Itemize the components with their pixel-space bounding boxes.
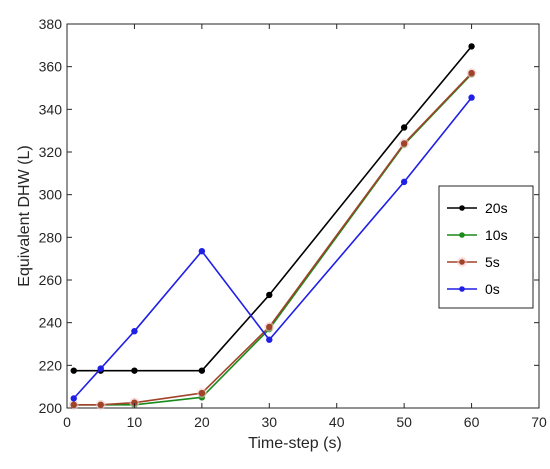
legend-marker-0s [459,286,465,292]
data-point-0s [97,365,104,372]
data-point-0s [131,328,138,335]
y-tick-label: 320 [39,144,63,160]
data-point-5s [468,69,475,77]
y-tick-label: 280 [39,229,63,245]
x-tick-label: 60 [464,414,480,430]
x-tick-label: 10 [127,414,143,430]
data-point-0s [70,395,77,402]
data-point-0s [468,94,475,101]
x-tick-label: 20 [194,414,210,430]
legend-box [438,185,534,309]
y-tick-label: 260 [39,272,63,288]
data-point-20s [70,367,77,374]
legend-label-10s: 10s [485,227,508,243]
data-point-20s [131,367,138,374]
data-point-5s [198,389,206,397]
data-point-5s [97,401,104,408]
x-tick-label: 50 [396,414,412,430]
data-point-5s [266,323,273,331]
legend-label-0s: 0s [485,281,500,297]
data-point-0s [198,247,206,255]
y-tick-label: 380 [39,16,63,32]
data-point-20s [400,124,408,131]
data-point-20s [198,367,206,374]
data-point-0s [266,336,273,343]
x-tick-label: 0 [63,414,71,430]
x-axis-label: Time-step (s) [248,435,342,452]
data-point-20s [468,43,475,50]
y-tick-label: 340 [39,101,63,117]
y-tick-label: 300 [39,187,63,203]
x-tick-label: 40 [329,414,345,430]
y-tick-label: 240 [39,315,63,331]
legend: 20s 10s 5s 0s [438,185,534,309]
y-tick-label: 200 [39,400,63,416]
data-point-20s [266,291,273,299]
legend-marker-10s [459,232,465,238]
data-point-5s [400,140,408,147]
y-tick-label: 220 [39,357,63,373]
x-tick-label: 70 [531,414,547,430]
data-point-0s [400,178,408,186]
legend-label-5s: 5s [485,254,500,270]
y-tick-label: 360 [39,59,63,75]
data-point-5s [70,401,77,408]
x-tick-label: 30 [261,414,277,430]
legend-marker-5s [459,259,465,265]
legend-label-20s: 20s [485,200,508,216]
axes-layer: 0 10 20 30 40 50 60 70 200 220 240 260 280 300 320 340 3… [16,16,547,452]
y-axis-label: Equivalent DHW (L) [16,145,33,286]
legend-marker-20s [459,205,465,211]
series-layer [68,43,477,410]
